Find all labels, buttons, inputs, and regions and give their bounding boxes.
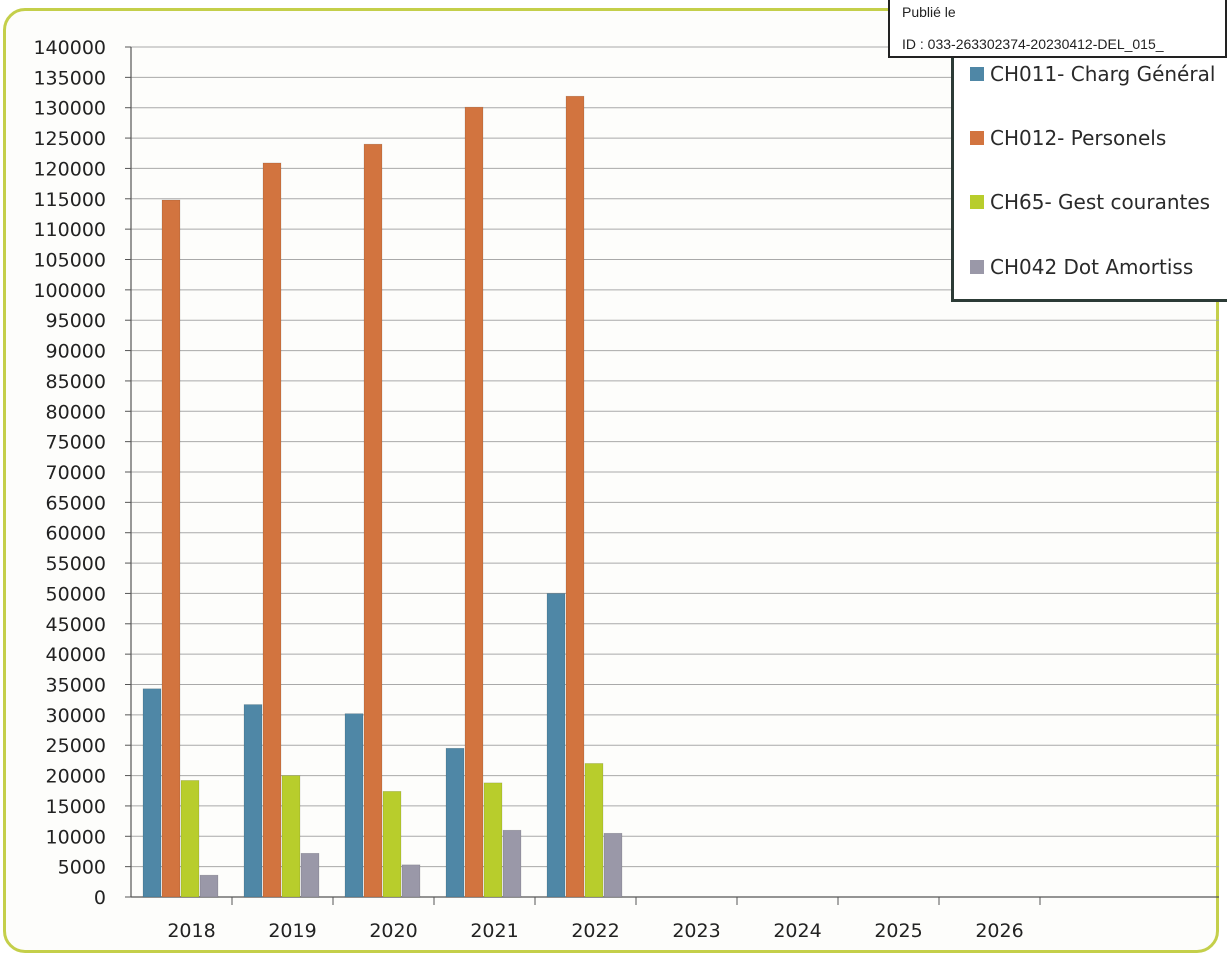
y-tick-label: 115000 (33, 189, 106, 211)
bar-ch011 (546, 593, 566, 898)
y-tick-label: 110000 (33, 219, 106, 241)
legend-label-ch012: CH012- Personels (990, 126, 1167, 150)
y-tick-label: 50000 (46, 583, 106, 605)
x-tick-label: 2022 (571, 920, 619, 942)
legend-swatch-ch65 (970, 195, 984, 209)
bar-ch65 (584, 763, 604, 898)
publication-stamp: Publié le ID : 033-263302374-20230412-DE… (888, 0, 1227, 58)
y-tick-label: 75000 (46, 432, 106, 454)
bar-ch65 (281, 775, 301, 898)
x-tick-label: 2020 (369, 920, 417, 942)
bar-ch65 (180, 780, 200, 898)
legend-label-ch011: CH011- Charg Général (990, 62, 1216, 86)
bar-ch65 (382, 791, 402, 898)
y-tick-label: 90000 (46, 341, 106, 363)
bar-ch65 (483, 782, 503, 898)
y-tick-label: 40000 (46, 644, 106, 666)
bar-ch011 (243, 704, 263, 898)
x-tick-label: 2025 (874, 920, 922, 942)
legend-item-ch012: CH012- Personels (970, 126, 1166, 150)
y-tick-label: 5000 (58, 857, 106, 879)
y-tick-label: 135000 (33, 67, 106, 89)
y-tick-label: 45000 (46, 614, 106, 636)
bar-ch012 (565, 95, 585, 898)
x-tick-label: 2023 (672, 920, 720, 942)
x-tick-label: 2019 (268, 920, 316, 942)
legend-swatch-ch011 (970, 67, 984, 81)
y-tick-label: 10000 (46, 826, 106, 848)
bar-ch042 (502, 829, 522, 898)
legend-item-ch65: CH65- Gest courantes (970, 190, 1210, 214)
legend-item-ch011: CH011- Charg Général (970, 62, 1215, 86)
legend-swatch-ch012 (970, 131, 984, 145)
chart-legend: CH011- Charg Général CH012- Personels CH… (951, 50, 1227, 302)
y-tick-label: 130000 (33, 98, 106, 120)
y-tick-label: 80000 (46, 401, 106, 423)
y-tick-label: 15000 (46, 796, 106, 818)
bar-ch012 (363, 143, 383, 898)
y-tick-label: 140000 (33, 37, 106, 59)
stamp-id-text: ID : 033-263302374-20230412-DEL_015_ (902, 36, 1164, 52)
bar-ch011 (445, 747, 465, 898)
bar-ch011 (344, 713, 364, 898)
bar-ch042 (603, 832, 623, 898)
stamp-published-label: Publié le (902, 4, 956, 20)
y-tick-label: 100000 (33, 280, 106, 302)
bar-ch011 (142, 688, 162, 898)
legend-swatch-ch042 (970, 260, 984, 274)
y-tick-label: 70000 (46, 462, 106, 484)
legend-label-ch65: CH65- Gest courantes (990, 190, 1211, 214)
bar-ch042 (199, 874, 219, 898)
y-tick-label: 55000 (46, 553, 106, 575)
y-tick-label: 105000 (33, 250, 106, 272)
bar-ch042 (401, 864, 421, 898)
x-tick-label: 2026 (975, 920, 1023, 942)
y-tick-label: 35000 (46, 675, 106, 697)
y-tick-label: 65000 (46, 492, 106, 514)
legend-item-ch042: CH042 Dot Amortiss (970, 255, 1193, 279)
bar-ch012 (464, 106, 484, 898)
y-tick-label: 120000 (33, 158, 106, 180)
y-tick-label: 85000 (46, 371, 106, 393)
y-tick-label: 60000 (46, 523, 106, 545)
legend-label-ch042: CH042 Dot Amortiss (990, 255, 1194, 279)
bar-ch012 (161, 199, 181, 898)
y-tick-label: 95000 (46, 310, 106, 332)
y-tick-label: 20000 (46, 766, 106, 788)
x-tick-label: 2018 (167, 920, 215, 942)
x-tick-label: 2024 (773, 920, 821, 942)
bar-ch012 (262, 162, 282, 898)
y-tick-label: 0 (94, 887, 106, 909)
bar-ch042 (300, 852, 320, 898)
y-tick-label: 30000 (46, 705, 106, 727)
y-tick-label: 125000 (33, 128, 106, 150)
x-tick-label: 2021 (470, 920, 518, 942)
y-tick-label: 25000 (46, 735, 106, 757)
